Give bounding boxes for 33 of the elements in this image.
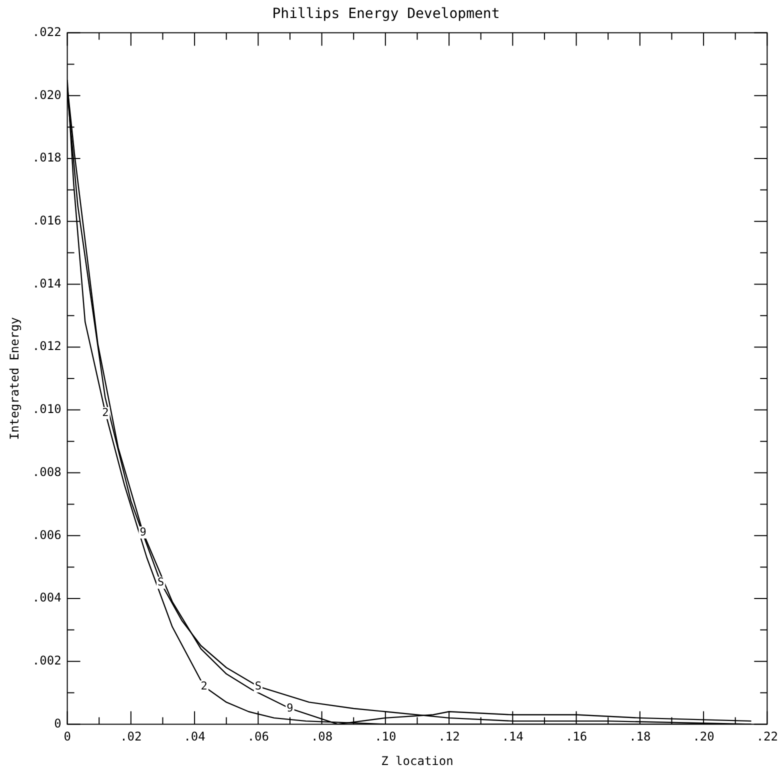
x-tick-label: .08	[310, 730, 333, 744]
text: S	[254, 679, 262, 692]
x-tick-label: .04	[184, 730, 206, 744]
x-tick-label: .12	[438, 730, 460, 744]
x-tick-label: 0	[64, 730, 71, 744]
x-axis-title: Z location	[381, 754, 454, 768]
y-tick-label: .004	[32, 590, 62, 605]
y-tick-label: .014	[32, 276, 62, 290]
y-tick-label: .022	[32, 24, 62, 39]
x-tick-label: .14	[502, 730, 524, 744]
y-tick-label: .016	[32, 213, 62, 228]
series-label: S	[158, 576, 164, 589]
y-tick-label: .012	[32, 339, 62, 354]
chart-title: Phillips Energy Development	[272, 6, 500, 22]
y-tick-label: .020	[32, 88, 62, 102]
y-tick-label: 0	[54, 716, 62, 730]
y-tick-label: .002	[32, 653, 62, 668]
x-tick-label: .18	[629, 730, 651, 744]
y-tick-label: .006	[32, 528, 62, 542]
y-tick-label: .008	[32, 464, 62, 479]
x-tick-label: .10	[374, 730, 396, 744]
y-axis-title: Integrated Energy	[7, 317, 22, 440]
y-tick-label: .010	[32, 402, 62, 416]
x-tick-label: .22	[756, 730, 778, 744]
x-tick-label: .06	[247, 730, 270, 744]
y-tick-label: .018	[32, 150, 62, 165]
x-tick-label: .16	[565, 730, 588, 744]
x-tick-label: .02	[120, 730, 142, 744]
series-label: 2	[102, 406, 109, 419]
text: 9	[286, 701, 294, 714]
series-label: 9	[140, 525, 146, 538]
x-tick-label: .20	[692, 730, 714, 744]
text: 2	[200, 679, 208, 692]
